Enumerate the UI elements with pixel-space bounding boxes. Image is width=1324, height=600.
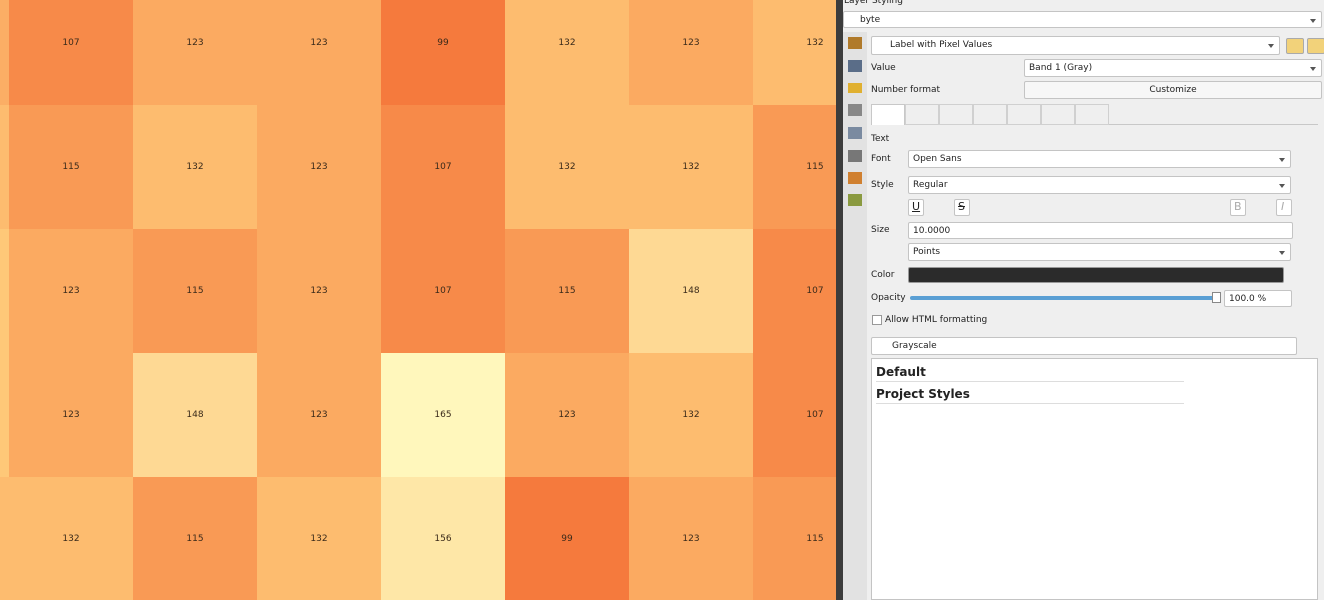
checkbox-label: Allow HTML formatting <box>885 315 988 325</box>
style-group[interactable]: Default <box>876 365 1184 382</box>
opacity-slider[interactable] <box>910 296 1218 300</box>
tab-icon[interactable] <box>848 37 862 49</box>
tab[interactable] <box>905 104 939 125</box>
value-combo[interactable]: Band 1 (Gray) <box>1024 59 1322 77</box>
raster-cell: 107 <box>753 229 836 353</box>
renderer-combo[interactable]: Label with Pixel Values <box>871 36 1280 55</box>
label: Size <box>871 225 890 235</box>
raster-cell: 99 <box>505 477 629 600</box>
raster-cell: 123 <box>133 0 257 105</box>
raster-cell: 115 <box>753 477 836 600</box>
raster-cell: 123 <box>257 353 381 477</box>
raster-cell: 132 <box>505 105 629 229</box>
raster-cell: 132 <box>505 0 629 105</box>
raster-cell: 123 <box>505 353 629 477</box>
label: Number format <box>871 85 941 95</box>
label: Value <box>871 63 896 73</box>
tab-icon[interactable] <box>848 172 862 184</box>
unit-combo[interactable]: Points <box>908 243 1291 261</box>
opacity-spinbox[interactable]: 100.0 % <box>1224 290 1292 307</box>
map-canvas: 107 123 123 99 132 123 132 115 132 123 107 132 132 11… <box>0 0 836 600</box>
strike-button[interactable]: S <box>954 199 970 216</box>
panel-title: Layer Styling <box>844 0 903 6</box>
font-combo[interactable]: Open Sans <box>908 150 1291 168</box>
raster-cell: 156 <box>381 477 505 600</box>
color-button[interactable] <box>908 267 1284 283</box>
raster-cell: 148 <box>133 353 257 477</box>
tab-bar <box>871 104 1318 125</box>
raster-cell: 148 <box>629 229 753 353</box>
size-spinbox[interactable]: 10.0000 <box>908 222 1293 239</box>
raster-cell: 115 <box>133 477 257 600</box>
tab[interactable] <box>1041 104 1075 125</box>
italic-button[interactable]: I <box>1276 199 1292 216</box>
raster-cell: 123 <box>257 0 381 105</box>
edge-cell <box>0 229 9 353</box>
section-label: Text <box>871 134 890 144</box>
customize-button[interactable]: Customize <box>1024 81 1322 99</box>
raster-cell: 107 <box>9 0 133 105</box>
tab[interactable] <box>1075 104 1109 125</box>
checkbox[interactable] <box>872 315 882 325</box>
raster-cell: 123 <box>9 353 133 477</box>
tab-icon[interactable] <box>848 83 862 93</box>
tab-icon[interactable] <box>848 194 862 206</box>
slider-handle[interactable] <box>1212 292 1221 303</box>
tab[interactable] <box>973 104 1007 125</box>
tab-icon[interactable] <box>848 60 862 72</box>
label: Font <box>871 154 891 164</box>
raster-cell: 132 <box>629 105 753 229</box>
raster-cell: 132 <box>9 477 133 600</box>
layer-styling-panel: Layer Styling byte Label with Pixel Valu… <box>843 0 1324 600</box>
underline-button[interactable]: U <box>908 199 924 216</box>
label: Opacity <box>871 293 906 303</box>
raster-cell: 132 <box>753 0 836 105</box>
raster-cell: 99 <box>381 0 505 105</box>
side-tabs <box>843 32 867 600</box>
raster-cell: 123 <box>9 229 133 353</box>
style-search[interactable]: Grayscale <box>871 337 1297 355</box>
label: Style <box>871 180 894 190</box>
raster-cell: 132 <box>133 105 257 229</box>
tab[interactable] <box>1007 104 1041 125</box>
raster-cell: 123 <box>629 477 753 600</box>
raster-cell: 115 <box>9 105 133 229</box>
raster-cell: 123 <box>257 229 381 353</box>
tab-icon[interactable] <box>848 150 862 162</box>
raster-cell: 107 <box>381 229 505 353</box>
tool-button[interactable] <box>1307 38 1324 54</box>
style-list: Default Project Styles <box>871 358 1318 600</box>
tab[interactable] <box>939 104 973 125</box>
bold-button[interactable]: B <box>1230 199 1246 216</box>
layer-combo[interactable]: byte <box>843 11 1322 28</box>
edge-cell <box>0 0 9 105</box>
tab-icon[interactable] <box>848 127 862 139</box>
raster-cell: 123 <box>629 0 753 105</box>
raster-cell: 107 <box>381 105 505 229</box>
raster-cell: 115 <box>753 105 836 229</box>
raster-cell: 132 <box>629 353 753 477</box>
raster-cell: 107 <box>753 353 836 477</box>
tool-button[interactable] <box>1286 38 1304 54</box>
raster-cell: 123 <box>257 105 381 229</box>
style-combo[interactable]: Regular <box>908 176 1291 194</box>
raster-cell: 165 <box>381 353 505 477</box>
raster-cell: 132 <box>257 477 381 600</box>
raster-cell: 115 <box>505 229 629 353</box>
tab[interactable] <box>871 104 905 125</box>
edge-cell <box>0 353 9 477</box>
tab-icon[interactable] <box>848 104 862 116</box>
splitter <box>836 0 843 600</box>
style-group[interactable]: Project Styles <box>876 387 1184 404</box>
raster-cell: 115 <box>133 229 257 353</box>
label: Color <box>871 270 895 280</box>
